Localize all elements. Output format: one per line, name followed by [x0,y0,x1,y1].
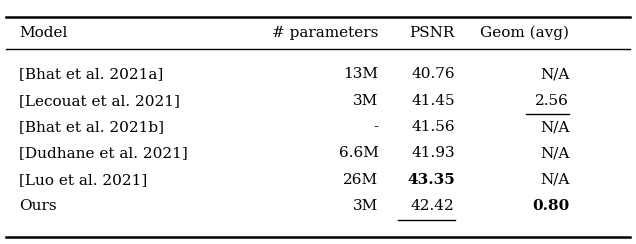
Text: [Bhat et al. 2021a]: [Bhat et al. 2021a] [19,67,163,81]
Text: Model: Model [19,26,67,40]
Text: N/A: N/A [540,146,569,161]
Text: 0.80: 0.80 [532,199,569,213]
Text: [Luo et al. 2021]: [Luo et al. 2021] [19,173,148,187]
Text: 43.35: 43.35 [407,173,455,187]
Text: 42.42: 42.42 [411,199,455,213]
Text: N/A: N/A [540,173,569,187]
Text: [Lecouat et al. 2021]: [Lecouat et al. 2021] [19,94,180,108]
Text: [Bhat et al. 2021b]: [Bhat et al. 2021b] [19,120,164,134]
Text: # parameters: # parameters [272,26,378,40]
Text: 6.6M: 6.6M [338,146,378,161]
Text: [Dudhane et al. 2021]: [Dudhane et al. 2021] [19,146,188,161]
Text: N/A: N/A [540,120,569,134]
Text: 41.93: 41.93 [411,146,455,161]
Text: -: - [373,120,378,134]
Text: 26M: 26M [343,173,378,187]
Text: 41.45: 41.45 [411,94,455,108]
Text: 3M: 3M [353,94,378,108]
Text: Geom (avg): Geom (avg) [480,26,569,40]
Text: 13M: 13M [343,67,378,81]
Text: Ours: Ours [19,199,57,213]
Text: N/A: N/A [540,67,569,81]
Text: 41.56: 41.56 [411,120,455,134]
Text: 2.56: 2.56 [536,94,569,108]
Text: PSNR: PSNR [410,26,455,40]
Text: 3M: 3M [353,199,378,213]
Text: 40.76: 40.76 [411,67,455,81]
